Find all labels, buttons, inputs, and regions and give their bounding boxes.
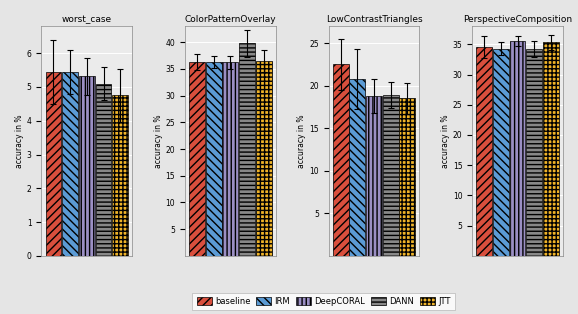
Title: ColorPatternOverlay: ColorPatternOverlay: [184, 15, 276, 24]
Title: PerspectiveComposition: PerspectiveComposition: [463, 15, 572, 24]
Bar: [493, 49, 509, 256]
Bar: [399, 99, 415, 256]
Bar: [239, 43, 255, 256]
Bar: [112, 95, 128, 256]
Legend: baseline, IRM, DeepCORAL, DANN, JTT: baseline, IRM, DeepCORAL, DANN, JTT: [192, 293, 455, 310]
Bar: [383, 95, 399, 256]
Y-axis label: accuracy in %: accuracy in %: [15, 114, 24, 168]
Bar: [206, 62, 221, 256]
Title: LowContrastTriangles: LowContrastTriangles: [325, 15, 423, 24]
Bar: [543, 42, 559, 256]
Y-axis label: accuracy in %: accuracy in %: [298, 114, 306, 168]
Bar: [366, 96, 382, 256]
Bar: [333, 64, 349, 256]
Bar: [46, 72, 61, 256]
Bar: [79, 76, 95, 256]
Y-axis label: accuracy in %: accuracy in %: [441, 114, 450, 168]
Bar: [527, 49, 542, 256]
Title: worst_case: worst_case: [62, 15, 112, 24]
Bar: [223, 62, 238, 256]
Bar: [349, 79, 365, 256]
Bar: [62, 72, 78, 256]
Bar: [476, 47, 492, 256]
Bar: [95, 84, 112, 256]
Y-axis label: accuracy in %: accuracy in %: [154, 114, 163, 168]
Bar: [189, 62, 205, 256]
Bar: [510, 41, 525, 256]
Bar: [256, 61, 272, 256]
